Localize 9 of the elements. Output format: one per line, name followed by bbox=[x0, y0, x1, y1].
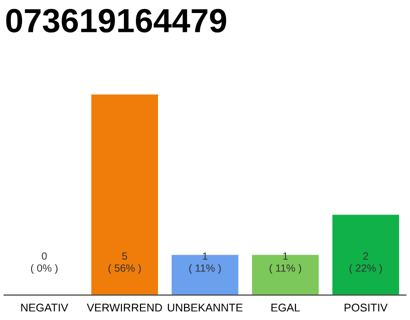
data-label: 2 ( 22% ) bbox=[350, 252, 382, 274]
x-tick-label: NEGATIV bbox=[21, 304, 68, 312]
data-label: 5 ( 56% ) bbox=[108, 252, 141, 274]
x-tick-label: VERWIRREND bbox=[86, 304, 162, 312]
x-tick-label: UNBEKANNTE bbox=[168, 304, 242, 312]
x-tick-label: EGAL bbox=[271, 304, 300, 312]
x-tick-label: POSITIV bbox=[344, 304, 388, 312]
chart-title: 073619164479 bbox=[6, 8, 226, 33]
data-label: 0 ( 0% ) bbox=[31, 252, 58, 274]
